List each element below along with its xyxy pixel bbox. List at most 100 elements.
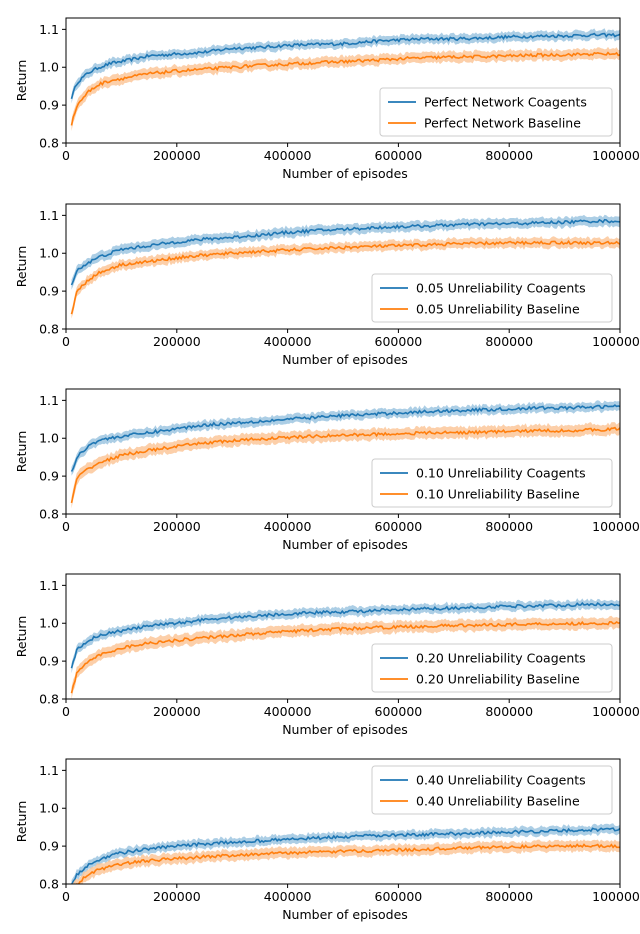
legend-box [379,87,613,137]
series-line-2 [70,239,620,315]
plot-area [71,823,620,884]
series-line-1 [71,827,620,884]
x-tick-label: 200000 [153,148,201,163]
plot-area [70,400,620,509]
x-tick-label: 400000 [264,148,312,163]
x-axis-label: Number of episodes [282,722,408,737]
y-axis-label: Return [14,801,29,842]
y-tick-label: 0.8 [39,322,59,337]
x-tick-label: 600000 [375,519,423,534]
axes-frame [65,573,621,700]
axes-frame [65,758,621,885]
legend-label-1: 0.40 Unreliability Coagents [416,773,586,788]
plot-area [70,214,620,319]
x-tick-label: 0 [62,519,70,534]
series-line-1 [70,218,620,286]
y-axis-label: Return [14,616,29,657]
series-line-1 [70,601,620,669]
legend-label-2: 0.05 Unreliability Baseline [416,302,580,317]
y-tick-label: 0.9 [39,98,59,113]
x-tick-label: 200000 [153,704,201,719]
legend: Perfect Network Coagents Perfect Network … [379,87,613,137]
x-tick-label: 600000 [375,704,423,719]
x-tick-label: 800000 [485,334,533,349]
legend-label-1: Perfect Network Coagents [424,95,587,110]
y-axis-label: Return [14,246,29,287]
x-tick-label: 800000 [485,889,533,904]
legend-label-2: Perfect Network Baseline [424,116,581,131]
legend-box [371,273,613,323]
x-axis-label: Number of episodes [282,352,408,367]
x-tick-label: 200000 [153,889,201,904]
x-tick-label: 200000 [153,334,201,349]
y-tick-label: 1.0 [39,246,59,261]
series-line-2 [75,843,620,884]
axes-frame [65,203,621,330]
x-tick-label: 0 [62,148,70,163]
x-tick-label: 600000 [375,889,423,904]
y-tick-label: 1.1 [39,578,59,593]
x-axis-label: Number of episodes [282,166,408,181]
y-axis-label: Return [14,431,29,472]
x-tick-label: 600000 [375,334,423,349]
y-tick-label: 0.8 [39,507,59,522]
y-tick-label: 1.0 [39,616,59,631]
y-tick-label: 0.8 [39,692,59,707]
legend: 0.05 Unreliability Coagents 0.05 Unreliab… [371,273,613,323]
legend-box [371,458,613,508]
legend: 0.10 Unreliability Coagents 0.10 Unreliab… [371,458,613,508]
y-tick-label: 0.9 [39,839,59,854]
legend-box [371,765,613,815]
y-tick-label: 1.0 [39,60,59,75]
legend: 0.20 Unreliability Coagents 0.20 Unreliab… [371,643,613,693]
legend-box [371,643,613,693]
series-band-2 [71,615,620,699]
series-band-2 [71,839,620,884]
y-tick-label: 0.8 [39,136,59,151]
y-tick-label: 0.9 [39,469,59,484]
axes-frame [65,388,621,515]
series-band-1 [71,598,620,674]
y-tick-label: 1.1 [39,763,59,778]
legend-label-1: 0.05 Unreliability Coagents [416,281,586,296]
x-tick-label: 400000 [264,334,312,349]
series-band-2 [71,236,620,319]
y-tick-label: 1.1 [39,208,59,223]
x-tick-label: 400000 [264,519,312,534]
x-tick-label: 400000 [264,889,312,904]
legend: 0.40 Unreliability Coagents 0.40 Unreliab… [371,765,613,815]
x-tick-label: 400000 [264,704,312,719]
x-tick-label: 800000 [485,519,533,534]
legend-label-1: 0.10 Unreliability Coagents [416,466,586,481]
x-tick-label: 800000 [485,704,533,719]
legend-label-2: 0.40 Unreliability Baseline [416,794,580,809]
series-line-2 [70,426,620,504]
plot-area [70,598,620,699]
legend-label-1: 0.20 Unreliability Coagents [416,651,586,666]
x-tick-label: 0 [62,889,70,904]
y-tick-label: 0.9 [39,284,59,299]
y-tick-label: 1.0 [39,431,59,446]
x-tick-label: 800000 [485,148,533,163]
legend-label-2: 0.10 Unreliability Baseline [416,487,580,502]
legend-label-2: 0.20 Unreliability Baseline [416,672,580,687]
series-line-2 [70,620,620,694]
series-line-1 [70,32,620,99]
series-line-1 [70,404,620,472]
y-tick-label: 1.0 [39,801,59,816]
axes-frame [65,17,621,144]
x-tick-label: 0 [62,334,70,349]
x-tick-label: 600000 [375,148,423,163]
plot-area [70,28,620,132]
